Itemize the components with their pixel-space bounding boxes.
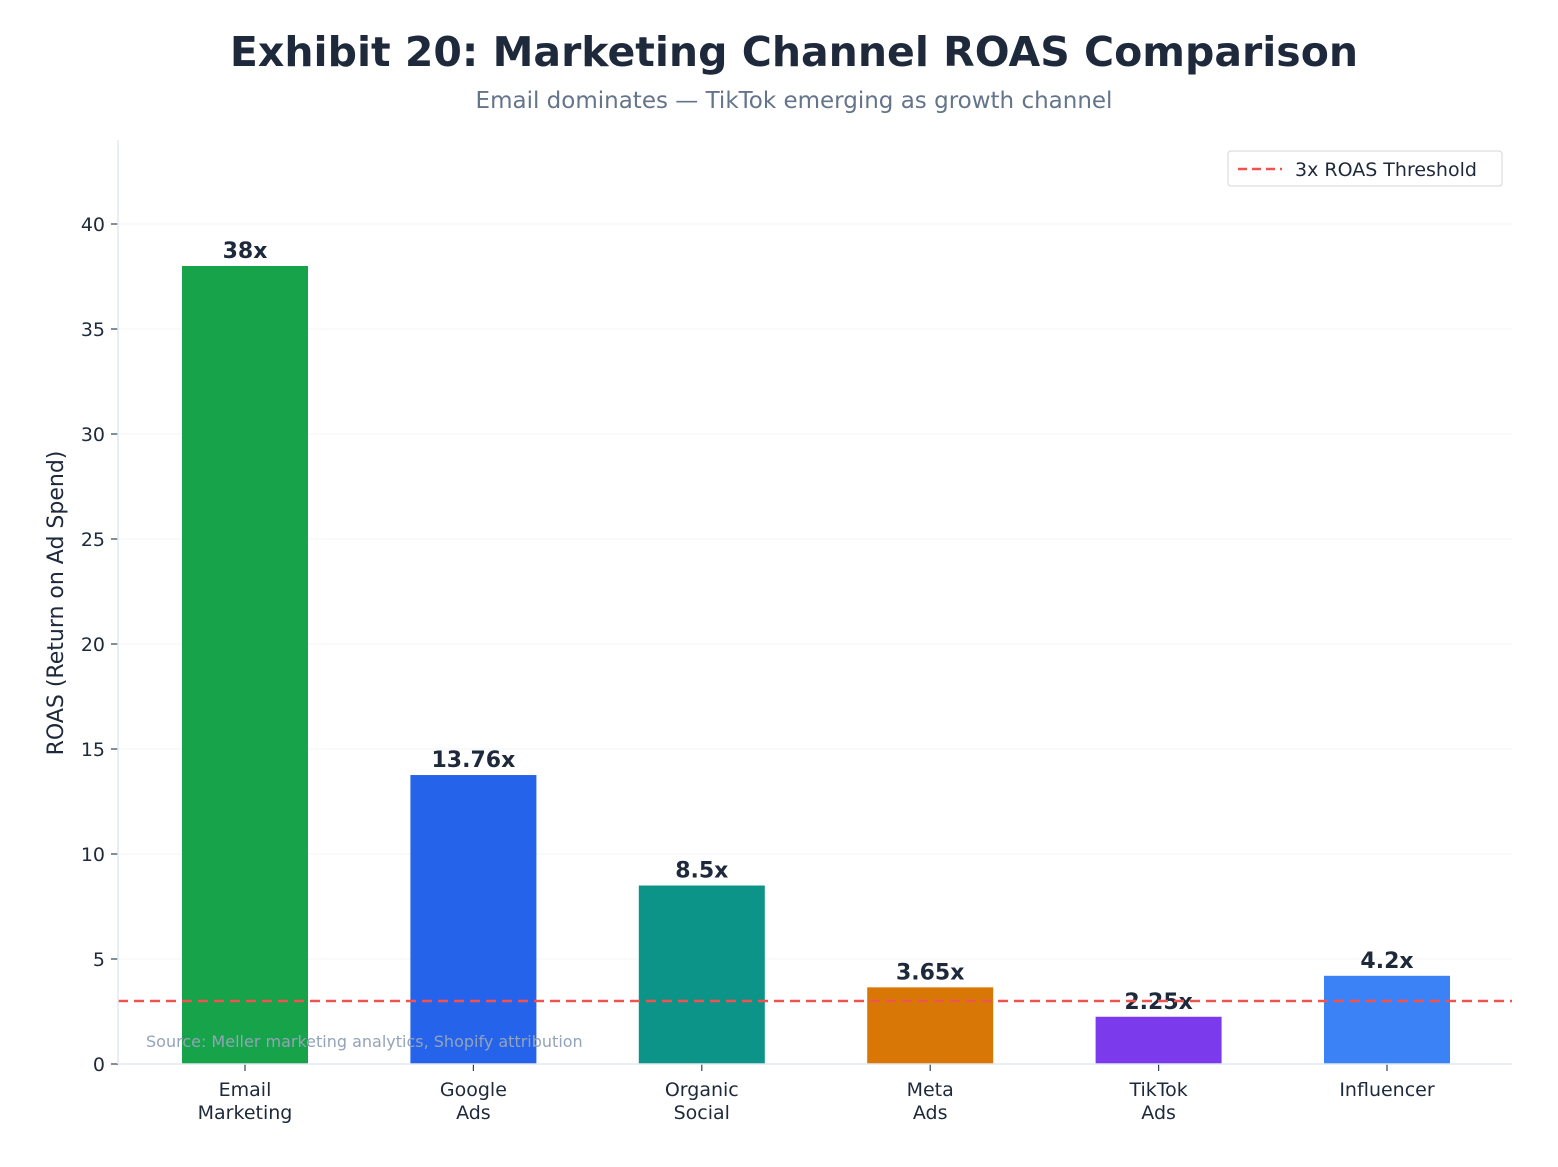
y-tick-label: 40 bbox=[81, 214, 105, 236]
x-tick-label: Ads bbox=[456, 1102, 491, 1124]
y-tick-label: 25 bbox=[81, 529, 105, 551]
x-tick-label: Social bbox=[674, 1102, 730, 1124]
x-tick-label: Google bbox=[440, 1079, 507, 1101]
y-tick-label: 5 bbox=[93, 949, 105, 971]
x-tick-label: TikTok bbox=[1128, 1079, 1187, 1101]
x-tick-label: Influencer bbox=[1339, 1079, 1435, 1101]
bar-data-label: 8.5x bbox=[675, 859, 728, 884]
x-tick-label: Meta bbox=[907, 1079, 954, 1101]
legend: 3x ROAS Threshold bbox=[1227, 150, 1503, 187]
bar-data-label: 4.2x bbox=[1360, 949, 1413, 974]
bar-data-label: 38x bbox=[223, 239, 268, 264]
bar bbox=[1324, 975, 1450, 1064]
bar-data-label: 13.76x bbox=[432, 748, 516, 773]
y-tick-label: 20 bbox=[81, 634, 105, 656]
x-tick-label: Organic bbox=[665, 1079, 739, 1101]
y-axis-label: ROAS (Return on Ad Spend) bbox=[44, 451, 69, 756]
bar bbox=[867, 987, 994, 1064]
x-tick-label: Email bbox=[219, 1079, 272, 1101]
legend-box bbox=[1227, 150, 1503, 187]
y-tick-label: 30 bbox=[81, 424, 105, 446]
legend-threshold-label: 3x ROAS Threshold bbox=[1295, 159, 1477, 181]
chart-title: Exhibit 20: Marketing Channel ROAS Compa… bbox=[230, 28, 1358, 76]
chart-subtitle: Email dominates — TikTok emerging as gro… bbox=[476, 88, 1113, 114]
y-tick-label: 15 bbox=[81, 739, 105, 761]
bar bbox=[638, 885, 765, 1064]
y-tick-label: 35 bbox=[81, 319, 105, 341]
x-tick-label: Ads bbox=[1141, 1102, 1176, 1124]
x-tick-label: Marketing bbox=[198, 1102, 293, 1124]
y-tick-label: 10 bbox=[81, 844, 105, 866]
bar-data-label: 3.65x bbox=[896, 960, 964, 985]
source-note: Source: Meller marketing analytics, Shop… bbox=[146, 1032, 583, 1051]
bar bbox=[410, 775, 537, 1064]
bar bbox=[182, 266, 308, 1064]
x-tick-label: Ads bbox=[913, 1102, 948, 1124]
bar bbox=[1095, 1016, 1222, 1064]
y-tick-label: 0 bbox=[93, 1054, 105, 1076]
